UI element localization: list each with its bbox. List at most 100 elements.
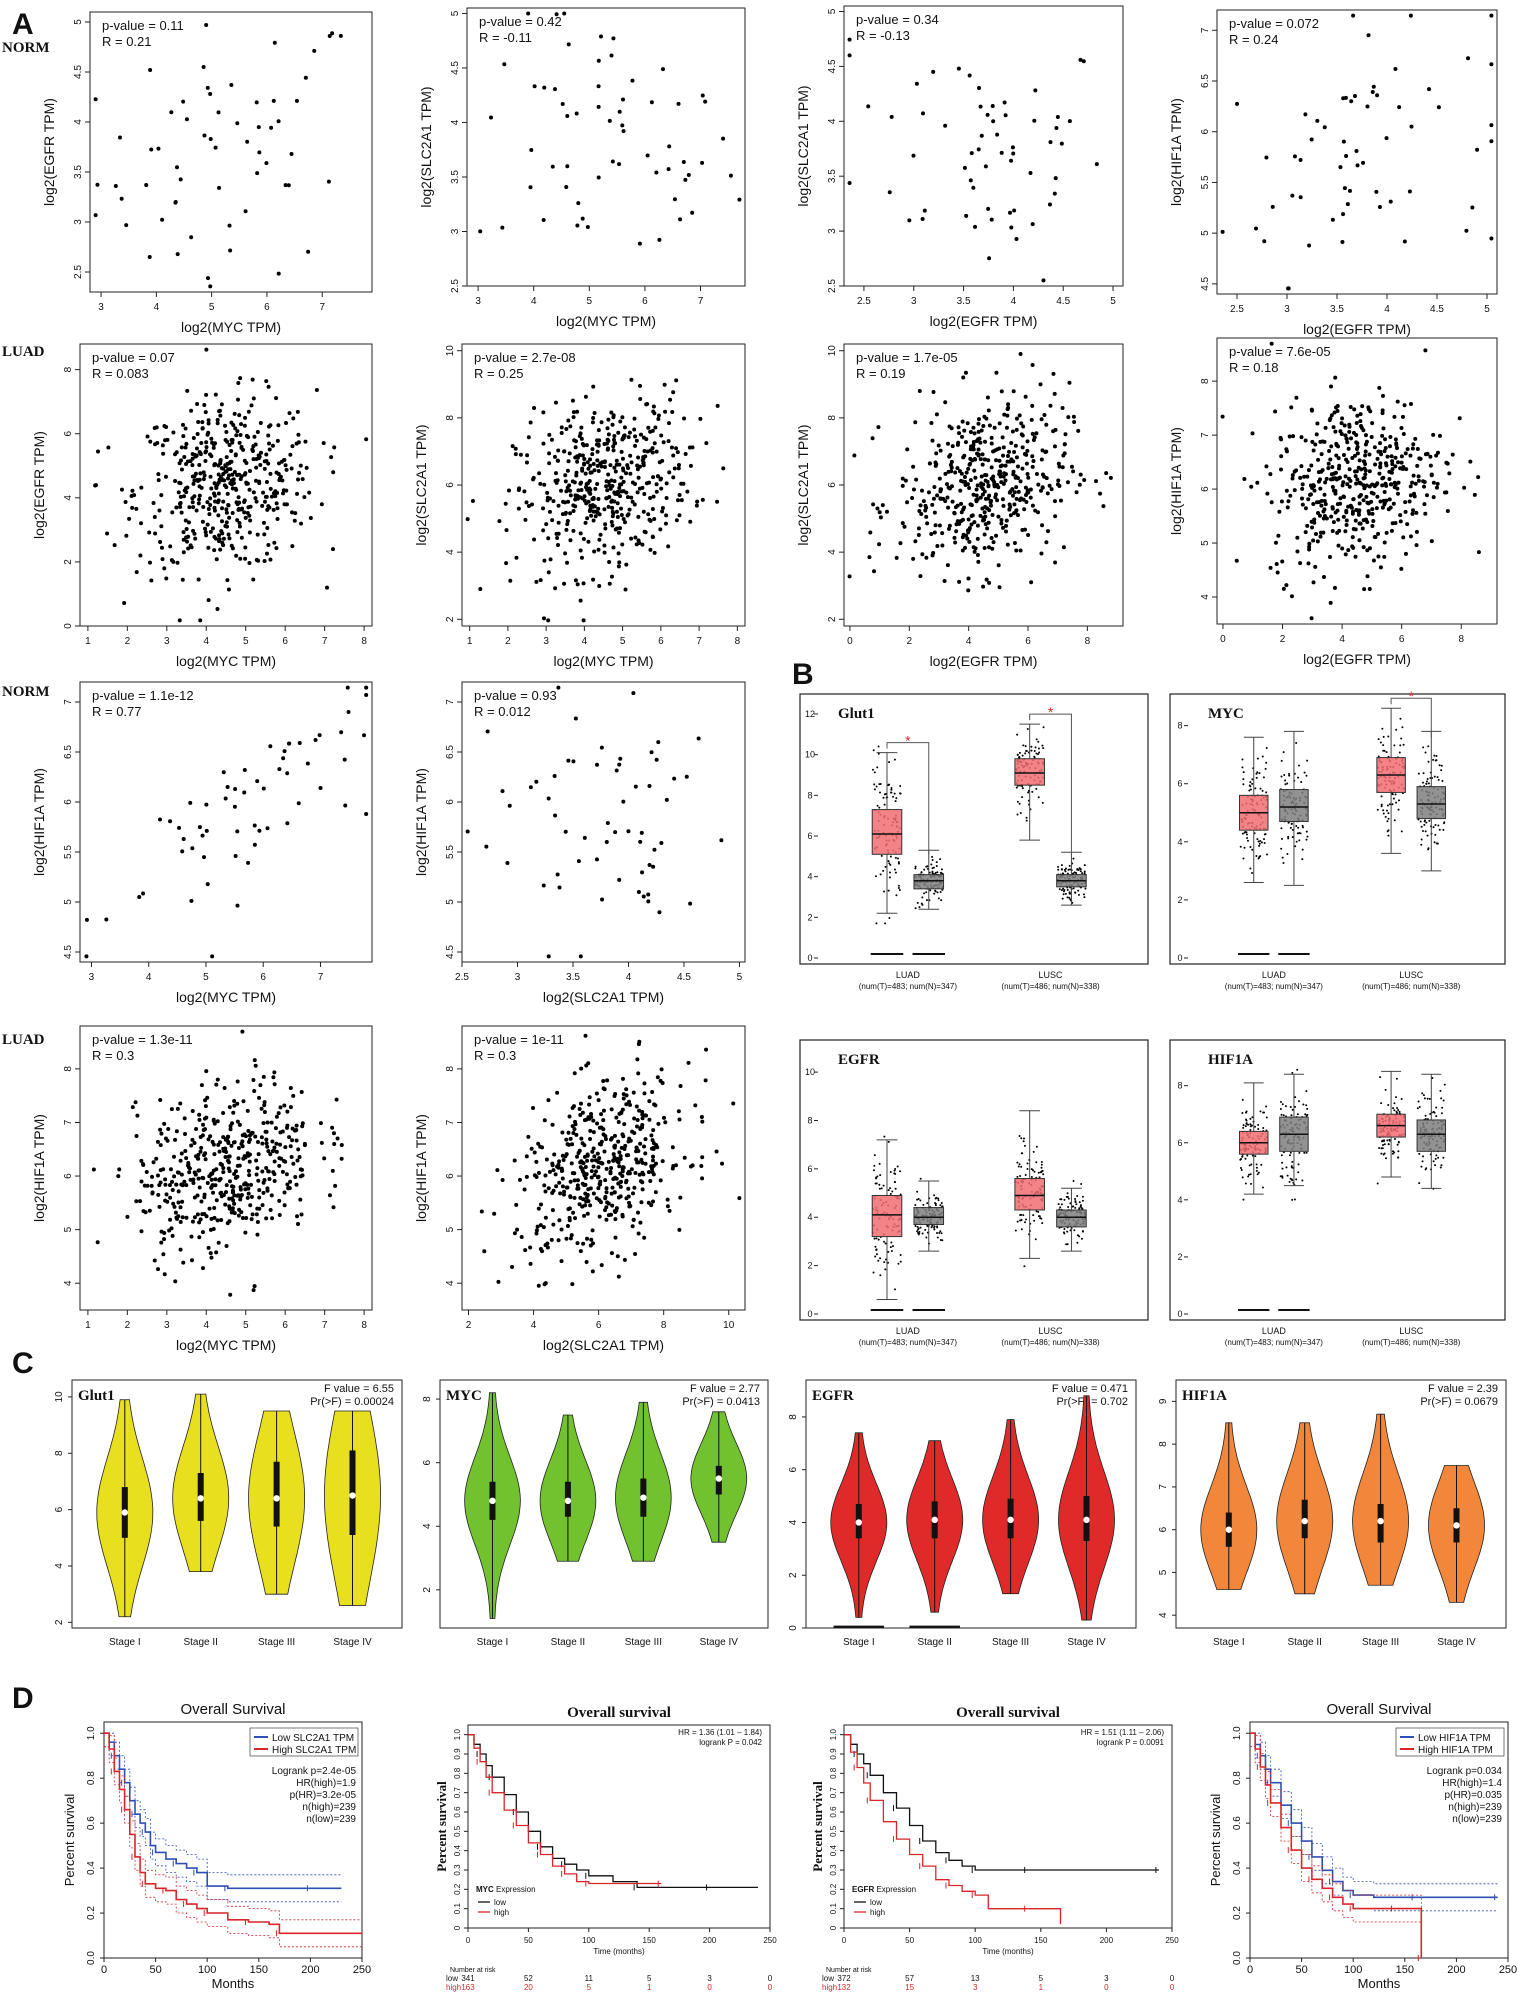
data-point: [986, 484, 991, 489]
data-point: [568, 1179, 573, 1184]
data-point: [255, 429, 260, 434]
data-point: [231, 1110, 236, 1115]
y-tick-label: 0: [63, 623, 74, 629]
data-point: [202, 1116, 207, 1121]
data-point: [296, 1147, 301, 1152]
data-point: [206, 1245, 211, 1250]
data-point: [156, 1192, 161, 1197]
x-axis-label: log2(EGFR TPM): [1303, 651, 1411, 667]
data-point: [604, 1205, 609, 1210]
data-point: [1353, 527, 1358, 532]
data-point: [1352, 453, 1357, 458]
data-point: [975, 483, 980, 488]
jitter-point: [1084, 887, 1087, 890]
data-point: [149, 578, 154, 583]
data-point: [596, 443, 601, 448]
data-point: [1010, 429, 1015, 434]
x-tick-label: 5: [737, 972, 743, 983]
data-point: [239, 474, 244, 479]
data-point: [1380, 393, 1385, 398]
data-point: [1295, 535, 1300, 540]
data-point: [563, 500, 568, 505]
data-point: [254, 1158, 259, 1163]
jitter-point: [1041, 1170, 1044, 1173]
data-point: [252, 434, 257, 439]
data-point: [990, 512, 995, 517]
jitter-point: [1280, 759, 1283, 762]
jitter-point: [1019, 1175, 1022, 1178]
data-point: [593, 1169, 598, 1174]
data-point: [130, 488, 135, 493]
data-point: [580, 1204, 585, 1209]
data-point: [937, 523, 942, 528]
jitter-point: [1417, 772, 1420, 775]
data-point: [1322, 492, 1327, 497]
data-point: [598, 532, 603, 537]
data-point: [847, 53, 852, 58]
data-point: [231, 1198, 236, 1203]
data-point: [643, 1137, 648, 1142]
data-point: [595, 438, 600, 443]
data-point: [1357, 501, 1362, 506]
data-point: [602, 543, 607, 548]
data-point: [961, 375, 966, 380]
data-point: [986, 545, 991, 550]
data-point: [634, 542, 639, 547]
data-point: [628, 471, 633, 476]
data-point: [571, 1104, 576, 1109]
data-point: [1338, 429, 1343, 434]
data-point: [646, 425, 651, 430]
y-axis-label: log2(SLC2A1 TPM): [418, 86, 434, 207]
data-point: [208, 474, 213, 479]
y-tick-label: 7: [445, 1119, 456, 1125]
data-point: [262, 499, 267, 504]
data-point: [209, 436, 214, 441]
data-point: [598, 1160, 603, 1165]
data-point: [1329, 514, 1334, 519]
data-point: [169, 1107, 174, 1112]
jitter-point: [1443, 821, 1446, 824]
data-point: [1371, 519, 1376, 524]
data-point: [596, 469, 601, 474]
y-tick-label: 7: [1200, 27, 1211, 33]
y-tick-label: 4: [1200, 594, 1211, 600]
data-point: [602, 459, 607, 464]
jitter-point: [1423, 823, 1426, 826]
data-point: [536, 1283, 541, 1288]
data-point: [1363, 433, 1368, 438]
data-point: [212, 462, 217, 467]
data-point: [546, 1186, 551, 1191]
data-point: [236, 381, 241, 386]
data-point: [1321, 530, 1326, 535]
data-point: [364, 693, 369, 698]
data-point: [1319, 503, 1324, 508]
data-point: [1393, 437, 1398, 442]
data-point: [582, 1213, 587, 1218]
data-point: [579, 436, 584, 441]
data-point: [540, 1249, 545, 1254]
data-point: [187, 505, 192, 510]
x-tick-label: 2: [125, 1320, 131, 1331]
y-tick-label: 5: [1200, 230, 1211, 236]
p-value-label: p-value = 0.11: [102, 18, 184, 33]
data-point: [272, 1070, 277, 1075]
data-point: [551, 1188, 556, 1193]
data-point: [635, 1057, 640, 1062]
data-point: [1029, 417, 1034, 422]
data-point: [596, 58, 601, 63]
y-tick-label: 2: [63, 559, 74, 565]
data-point: [595, 463, 600, 468]
data-point: [255, 171, 260, 176]
data-point: [1003, 463, 1008, 468]
data-point: [254, 1212, 259, 1217]
x-tick-label: 8: [661, 1320, 667, 1331]
data-point: [216, 539, 221, 544]
data-point: [1362, 459, 1367, 464]
data-point: [615, 501, 620, 506]
data-point: [648, 1178, 653, 1183]
data-point: [612, 1133, 617, 1138]
data-point: [1340, 239, 1345, 244]
data-point: [212, 493, 217, 498]
data-point: [878, 515, 883, 520]
